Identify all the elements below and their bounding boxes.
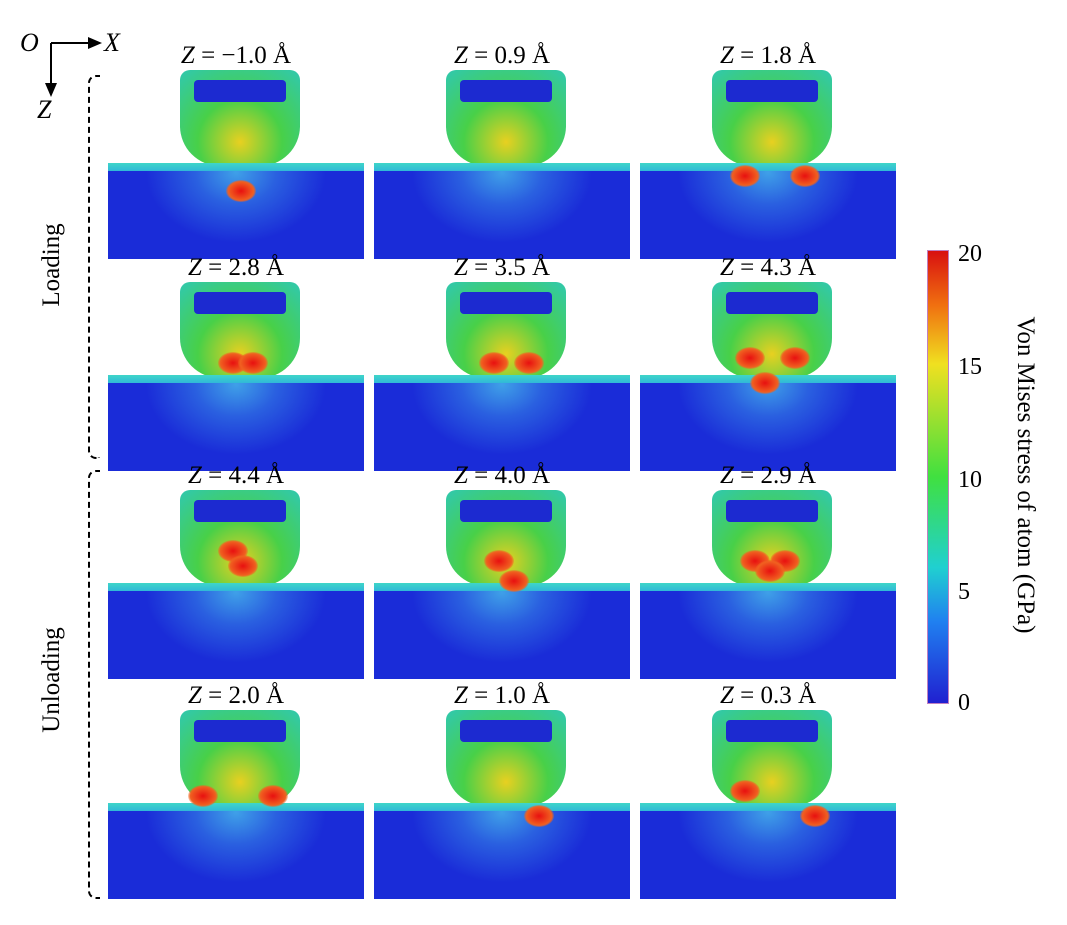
stress-panel: Z = 4.4 Å	[108, 462, 364, 685]
stress-panel: Z = 4.0 Å	[374, 462, 630, 685]
substrate	[374, 803, 630, 899]
substrate	[108, 803, 364, 899]
stress-panel: Z = 2.8 Å	[108, 254, 364, 477]
substrate	[640, 803, 896, 899]
substrate	[374, 583, 630, 679]
colorbar-label: Von Mises stress of atom (GPa)	[1012, 316, 1039, 634]
substrate	[640, 583, 896, 679]
stress-hotspot	[479, 352, 509, 374]
stress-panel: Z = 1.0 Å	[374, 682, 630, 905]
indenter-tip	[446, 710, 566, 806]
loading-label: Loading	[38, 223, 65, 307]
panel-title: Z = 4.0 Å	[453, 462, 551, 489]
unloading-label: Unloading	[38, 627, 65, 733]
stress-hotspot	[755, 560, 785, 582]
stress-panel: Z = 0.9 Å	[374, 42, 630, 265]
stress-hotspot	[188, 785, 218, 807]
axis-z: Z	[37, 95, 52, 124]
stress-hotspot	[514, 352, 544, 374]
stress-hotspot	[238, 352, 268, 374]
loading-bracket	[88, 75, 100, 459]
indenter-tip	[180, 282, 300, 378]
panel-title: Z = −1.0 Å	[180, 42, 292, 69]
indenter-tip	[712, 282, 832, 378]
stress-hotspot	[780, 347, 810, 369]
stress-panel: Z = −1.0 Å	[108, 42, 364, 265]
stress-panel: Z = 2.0 Å	[108, 682, 364, 905]
substrate	[374, 163, 630, 259]
panel-title: Z = 4.4 Å	[187, 462, 285, 489]
substrate	[108, 375, 364, 471]
stress-hotspot	[730, 780, 760, 802]
substrate	[374, 375, 630, 471]
stress-hotspot	[228, 555, 258, 577]
stress-panel: Z = 0.3 Å	[640, 682, 896, 905]
axis-origin: O	[20, 28, 39, 57]
stress-panel: Z = 2.9 Å	[640, 462, 896, 685]
colorbar	[927, 250, 949, 704]
stress-hotspot	[750, 372, 780, 394]
unloading-bracket	[88, 470, 100, 899]
panel-title: Z = 1.8 Å	[719, 42, 817, 69]
stress-hotspot	[524, 805, 554, 827]
panel-title: Z = 2.0 Å	[187, 682, 285, 709]
stress-panel: Z = 1.8 Å	[640, 42, 896, 265]
stress-hotspot	[800, 805, 830, 827]
indenter-tip	[446, 70, 566, 166]
axis-arrows-icon	[45, 37, 102, 97]
substrate	[640, 163, 896, 259]
stress-hotspot	[484, 550, 514, 572]
stress-hotspot	[790, 165, 820, 187]
panel-title: Z = 0.9 Å	[453, 42, 551, 69]
stress-hotspot	[730, 165, 760, 187]
stress-hotspot	[258, 785, 288, 807]
stress-panel: Z = 3.5 Å	[374, 254, 630, 477]
indenter-tip	[180, 70, 300, 166]
panel-title: Z = 0.3 Å	[719, 682, 817, 709]
axis-x: X	[104, 28, 120, 57]
stress-panel: Z = 4.3 Å	[640, 254, 896, 477]
panel-title: Z = 4.3 Å	[719, 254, 817, 281]
colorbar-tick: 0	[958, 690, 970, 716]
indenter-tip	[446, 490, 566, 586]
substrate	[108, 163, 364, 259]
substrate	[108, 583, 364, 679]
stress-hotspot	[735, 347, 765, 369]
panel-title: Z = 2.8 Å	[187, 254, 285, 281]
colorbar-tick: 20	[958, 241, 982, 267]
panel-title: Z = 2.9 Å	[719, 462, 817, 489]
colorbar-tick: 5	[958, 579, 970, 605]
colorbar-tick: 15	[958, 354, 982, 380]
stress-hotspot	[226, 180, 256, 202]
stress-hotspot	[499, 570, 529, 592]
indenter-tip	[712, 70, 832, 166]
panel-title: Z = 3.5 Å	[453, 254, 551, 281]
panel-title: Z = 1.0 Å	[453, 682, 551, 709]
colorbar-tick: 10	[958, 467, 982, 493]
